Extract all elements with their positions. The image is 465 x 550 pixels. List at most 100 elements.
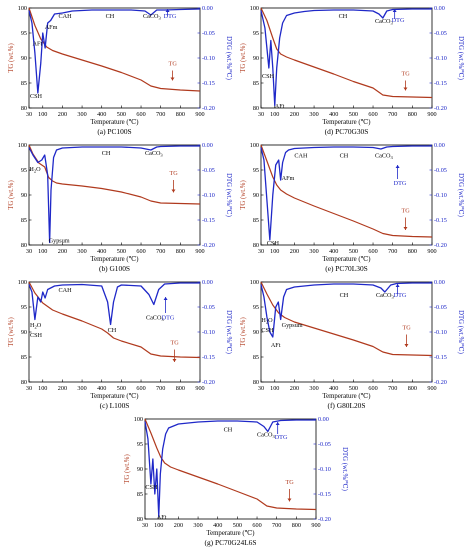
annotation-label: CH [108, 327, 117, 334]
x-tick-label: 200 [290, 111, 299, 118]
x-tick-label: 200 [290, 385, 299, 392]
x-tick-label: 100 [270, 111, 279, 118]
annotation-label: H2O [29, 166, 41, 174]
annotation-label: CAH [294, 153, 308, 160]
y-left-tick-label: 80 [21, 242, 27, 249]
series-line-tg [144, 418, 317, 511]
y-left-tick-label: 95 [21, 167, 27, 174]
annotation-label: CH [340, 153, 349, 160]
x-tick-label: 600 [136, 111, 145, 118]
x-tick-label: 700 [156, 111, 165, 118]
annotation-label: TG [170, 170, 179, 177]
panel-caption: (f) G80L20S [328, 401, 366, 410]
plot-frame [28, 144, 201, 246]
y-left-tick-label: 100 [18, 142, 27, 149]
annotation-label: CSH [262, 73, 275, 80]
x-tick-label: 800 [176, 248, 185, 255]
y-right-tick-label: -0.20 [434, 105, 447, 112]
y-left-tick-label: 90 [21, 55, 27, 62]
annotation-label: H2O [261, 317, 273, 325]
x-tick-label: 900 [427, 385, 436, 392]
x-tick-label: 700 [388, 111, 397, 118]
x-tick-label: 900 [195, 111, 204, 118]
annotation-label: TG [171, 340, 180, 347]
annotation-label: DTG [275, 434, 288, 441]
panel-caption: (a) PC100S [97, 127, 131, 136]
y-left-tick-label: 85 [21, 80, 27, 87]
x-tick-label: 100 [38, 385, 47, 392]
annotation-label: Gypsum [49, 238, 70, 245]
x-tick-label: 400 [97, 248, 106, 255]
y-right-axis-label: DTG (wt.%/℃) [225, 36, 232, 80]
x-tick-label: 600 [368, 385, 377, 392]
y-right-tick-label: -0.05 [434, 304, 447, 311]
series-line-tg [28, 7, 201, 92]
x-tick-label: 300 [309, 385, 318, 392]
y-right-tick-label: 0.00 [434, 5, 445, 12]
series-line-tg [28, 281, 201, 359]
chart-panel-g: 30 100 200 300 400 500 600 700 800 900 80 85 90 95 100… [124, 416, 348, 547]
y-left-tick-label: 85 [137, 491, 143, 498]
y-right-tick-label: -0.05 [434, 167, 447, 174]
x-axis-label: Temperature (℃) [322, 393, 370, 400]
annotation-label: DTG [392, 17, 405, 24]
x-tick-label: 500 [349, 248, 358, 255]
x-tick-label: 600 [136, 385, 145, 392]
annotation-arrow-head [165, 9, 170, 12]
annotation-label: CaCO3 [143, 13, 161, 21]
y-right-tick-label: 0.00 [202, 142, 213, 149]
y-left-tick-label: 95 [21, 304, 27, 311]
y-right-tick-label: 0.00 [202, 5, 213, 12]
y-right-axis-label: DTG (wt.%/℃) [225, 310, 232, 354]
x-tick-label: 200 [58, 111, 67, 118]
chart-panel-c: 30 100 200 300 400 500 600 700 800 900 80 85 90 95 100… [8, 279, 232, 410]
annotation-label: TG [402, 71, 411, 78]
y-right-tick-label: -0.20 [202, 379, 215, 386]
x-tick-label: 600 [368, 248, 377, 255]
y-right-tick-label: -0.05 [202, 304, 215, 311]
x-tick-label: 900 [427, 111, 436, 118]
x-axis-label: Temperature (℃) [322, 256, 370, 263]
y-left-axis-label: TG (wt.%) [8, 180, 15, 209]
y-right-tick-label: -0.20 [318, 516, 331, 523]
x-tick-label: 800 [408, 111, 417, 118]
annotation-label: DTG [394, 180, 407, 187]
panel-caption: (e) PC70L30S [325, 264, 368, 273]
y-left-tick-label: 100 [18, 5, 27, 12]
y-right-tick-label: -0.05 [202, 30, 215, 37]
x-tick-label: 500 [117, 248, 126, 255]
x-axis-label: Temperature (℃) [90, 393, 138, 400]
y-left-tick-label: 85 [21, 217, 27, 224]
x-tick-label: 900 [195, 248, 204, 255]
y-left-axis-label: TG (wt.%) [8, 43, 15, 72]
annotation-arrow-head [395, 284, 400, 287]
annotation-label: H2O [30, 322, 42, 330]
x-tick-label: 500 [349, 385, 358, 392]
y-right-axis-label: DTG (wt.%/℃) [341, 447, 348, 491]
y-left-tick-label: 100 [250, 142, 259, 149]
annotation-label: CAH [58, 13, 72, 20]
y-right-tick-label: -0.15 [202, 354, 215, 361]
series-line-dtg [28, 145, 200, 244]
x-tick-label: 30 [26, 248, 32, 255]
y-right-tick-label: -0.20 [202, 105, 215, 112]
annotation-arrow-head [275, 422, 280, 425]
x-tick-label: 900 [311, 522, 320, 529]
chart-panel-f: 30 100 200 300 400 500 600 700 800 900 80 85 90 95 100… [240, 279, 464, 410]
y-right-tick-label: -0.05 [434, 30, 447, 37]
y-left-axis-label: TG (wt.%) [240, 180, 247, 209]
x-tick-label: 400 [97, 111, 106, 118]
y-right-axis-label: DTG (wt.%/℃) [457, 310, 464, 354]
y-left-tick-label: 85 [21, 354, 27, 361]
y-right-tick-label: -0.15 [434, 354, 447, 361]
annotation-arrow-head [403, 87, 408, 91]
x-tick-label: 700 [156, 385, 165, 392]
y-left-tick-label: 95 [21, 30, 27, 37]
annotation-label: CH [102, 150, 111, 157]
y-right-axis-label: DTG (wt.%/℃) [457, 36, 464, 80]
x-tick-label: 600 [252, 522, 261, 529]
y-left-axis-label: TG (wt.%) [240, 317, 247, 346]
y-right-tick-label: -0.20 [434, 379, 447, 386]
annotation-arrow-head [287, 498, 292, 502]
annotation-label: TG [402, 208, 411, 215]
